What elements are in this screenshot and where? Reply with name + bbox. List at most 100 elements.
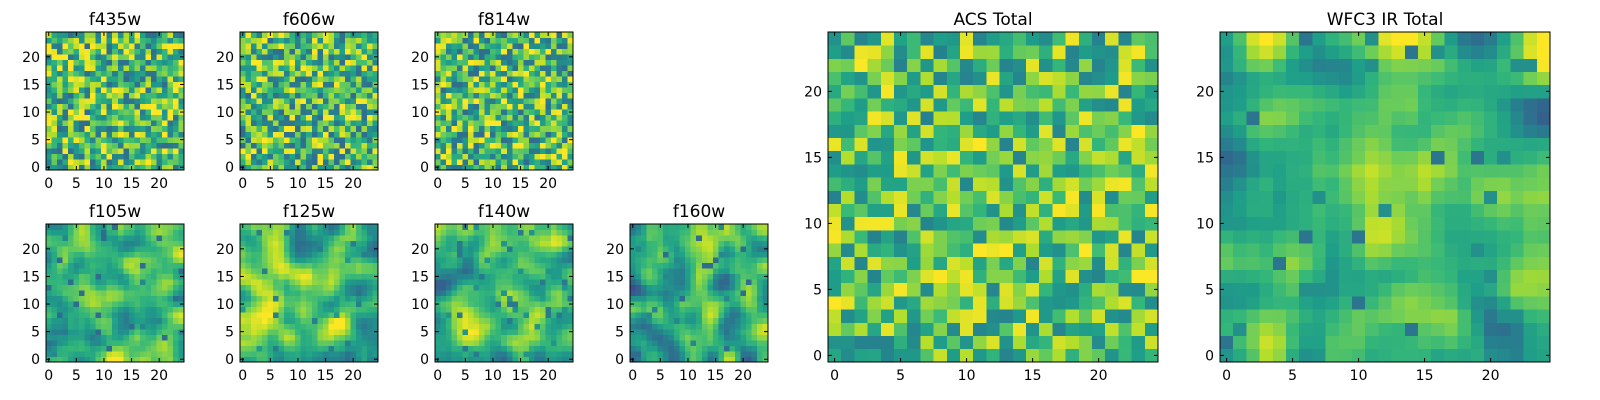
- heatmap-cell: [51, 87, 58, 94]
- heatmap-cell: [446, 301, 452, 308]
- heatmap-cell: [322, 70, 329, 77]
- heatmap-cell: [539, 87, 546, 94]
- heatmap-cell: [372, 345, 379, 352]
- heatmap-cell: [495, 273, 502, 280]
- heatmap-cell: [707, 284, 714, 291]
- heatmap-cell: [473, 334, 480, 341]
- heatmap-cell: [311, 257, 318, 264]
- heatmap-cell: [90, 246, 97, 252]
- heatmap-cell: [145, 328, 152, 335]
- heatmap-cell: [556, 158, 563, 165]
- heatmap-cell: [495, 290, 502, 297]
- heatmap-cell: [68, 312, 74, 319]
- heatmap-cell: [473, 48, 480, 55]
- heatmap-cell: [167, 65, 174, 72]
- heatmap-cell: [68, 125, 74, 132]
- heatmap-cell: [284, 251, 291, 258]
- heatmap-cell: [317, 114, 324, 121]
- heatmap-cell: [490, 70, 497, 77]
- heatmap-cell: [278, 345, 285, 352]
- heatmap-cell: [451, 109, 458, 116]
- heatmap-cell: [986, 256, 1000, 270]
- heatmap-cell: [1078, 335, 1093, 350]
- heatmap-cell: [451, 284, 458, 291]
- heatmap-cell: [451, 120, 458, 127]
- heatmap-cell: [528, 54, 535, 60]
- heatmap-cell: [517, 246, 524, 252]
- heatmap-cell: [539, 37, 546, 44]
- heatmap-cell: [630, 235, 636, 241]
- heatmap-cell: [161, 262, 168, 269]
- heatmap-cell: [178, 284, 185, 291]
- heatmap-cell: [245, 147, 252, 154]
- heatmap-cell: [556, 87, 563, 94]
- heatmap-cell: [734, 229, 741, 236]
- heatmap-cell: [517, 81, 524, 88]
- heatmap-cell: [457, 356, 463, 363]
- heatmap-cell: [567, 350, 574, 357]
- heatmap-cell: [68, 92, 74, 99]
- heatmap-cell: [161, 48, 168, 55]
- heatmap-cell: [550, 37, 557, 44]
- heatmap-cell: [933, 216, 948, 231]
- heatmap-cell: [550, 345, 557, 352]
- heatmap-cell: [90, 273, 97, 280]
- heatmap-cell: [361, 43, 368, 49]
- heatmap-cell: [300, 70, 307, 77]
- heatmap-cell: [451, 306, 458, 313]
- heatmap-cell: [479, 334, 486, 341]
- heatmap-cell: [295, 251, 302, 258]
- heatmap-cell: [300, 251, 307, 258]
- heatmap-cell: [734, 240, 741, 247]
- heatmap-cell: [62, 37, 69, 44]
- heatmap-cell: [1078, 309, 1093, 323]
- heatmap-cell: [506, 70, 513, 77]
- chart-title: f140w: [478, 202, 530, 222]
- heatmap-cell: [145, 158, 152, 165]
- heatmap-cell: [90, 103, 97, 110]
- heatmap-cell: [512, 43, 519, 49]
- heatmap-cell: [462, 103, 469, 110]
- heatmap-cell: [556, 317, 563, 324]
- heatmap-cell: [68, 103, 74, 110]
- heatmap-cell: [435, 268, 441, 275]
- heatmap-cell: [556, 142, 563, 149]
- heatmap-cell: [545, 323, 552, 330]
- heatmap-cell: [139, 103, 146, 110]
- heatmap-cell: [674, 317, 681, 324]
- heatmap-cell: [317, 98, 324, 105]
- heatmap-cell: [484, 70, 491, 77]
- heatmap-cell: [446, 103, 452, 110]
- heatmap-cell: [1065, 269, 1080, 284]
- heatmap-cell: [145, 240, 152, 247]
- heatmap-cell: [539, 48, 546, 55]
- heatmap-cell: [523, 290, 530, 297]
- heatmap-cell: [457, 334, 463, 341]
- heatmap-cell: [95, 301, 102, 308]
- y-tick-label: 15: [22, 269, 40, 285]
- heatmap-cell: [517, 136, 524, 143]
- heatmap-cell: [355, 114, 362, 121]
- heatmap-cell: [567, 235, 574, 241]
- heatmap-cell: [718, 306, 725, 313]
- heatmap-cell: [440, 158, 447, 165]
- heatmap-cell: [95, 306, 102, 313]
- heatmap-cell: [751, 268, 758, 275]
- heatmap-cell: [117, 328, 124, 335]
- heatmap-cell: [723, 317, 730, 324]
- heatmap-cell: [506, 158, 513, 165]
- heatmap-cell: [278, 328, 285, 335]
- heatmap-cell: [960, 348, 974, 363]
- heatmap-cell: [1144, 190, 1159, 204]
- y-tick-label: 5: [615, 325, 624, 341]
- heatmap-cell: [306, 257, 313, 264]
- heatmap-cell: [333, 339, 340, 346]
- heatmap-cell: [745, 356, 752, 363]
- heatmap-cell: [172, 350, 179, 357]
- heatmap-cell: [723, 328, 730, 335]
- heatmap-cell: [479, 251, 486, 258]
- heatmap-cell: [145, 350, 152, 357]
- heatmap-cell: [561, 147, 568, 154]
- heatmap-cell: [240, 257, 246, 264]
- heatmap-cell: [161, 92, 168, 99]
